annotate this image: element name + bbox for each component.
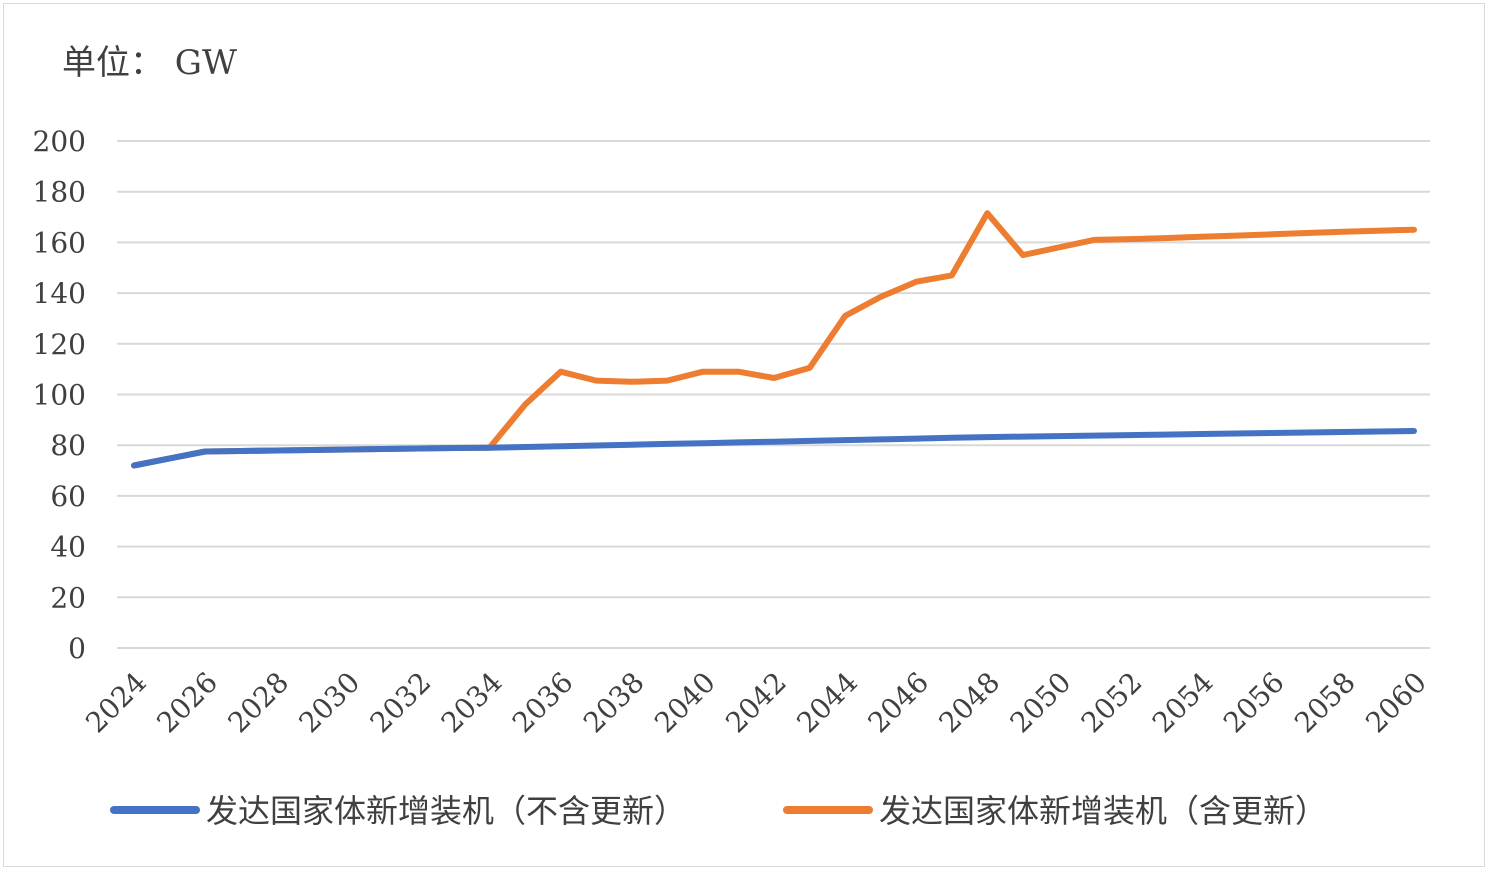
y-tick-label: 100 bbox=[33, 379, 86, 412]
x-axis-ticks: 2024202620282030203220342036203820402042… bbox=[79, 666, 1433, 740]
legend: 发达国家体新增装机（不含更新） 发达国家体新增装机（含更新） bbox=[110, 792, 1327, 830]
x-tick-label: 2046 bbox=[861, 666, 935, 740]
x-tick-label: 2048 bbox=[933, 666, 1007, 740]
y-tick-label: 120 bbox=[33, 328, 86, 361]
x-tick-label: 2056 bbox=[1217, 666, 1291, 740]
y-tick-label: 180 bbox=[33, 176, 86, 209]
gridlines bbox=[117, 140, 1430, 649]
y-tick-label: 60 bbox=[50, 480, 86, 513]
series-line-1 bbox=[131, 210, 1417, 469]
x-tick-label: 2030 bbox=[293, 666, 367, 740]
y-axis-ticks: 0 20 40 60 80 100 120 140 160 180 200 bbox=[33, 125, 86, 665]
x-tick-label: 2042 bbox=[719, 666, 793, 740]
series-line-0 bbox=[131, 428, 1417, 469]
y-tick-label: 20 bbox=[50, 581, 86, 614]
series-lines bbox=[131, 210, 1417, 469]
x-tick-label: 2038 bbox=[577, 666, 651, 740]
y-tick-label: 200 bbox=[33, 125, 86, 158]
x-tick-label: 2026 bbox=[150, 666, 224, 740]
x-tick-label: 2040 bbox=[648, 666, 722, 740]
x-tick-label: 2028 bbox=[221, 666, 295, 740]
y-tick-label: 80 bbox=[50, 429, 86, 462]
x-tick-label: 2058 bbox=[1288, 666, 1362, 740]
y-tick-label: 40 bbox=[50, 531, 86, 564]
x-tick-label: 2060 bbox=[1359, 666, 1433, 740]
y-tick-label: 0 bbox=[68, 632, 86, 665]
x-tick-label: 2044 bbox=[790, 666, 864, 740]
x-tick-label: 2052 bbox=[1075, 666, 1149, 740]
x-tick-label: 2054 bbox=[1146, 666, 1220, 740]
chart-frame: 单位： GW 0 20 40 60 80 100 120 140 160 180 200 2024 2… bbox=[3, 3, 1485, 867]
x-tick-label: 2050 bbox=[1004, 666, 1078, 740]
legend-label-1: 发达国家体新增装机（含更新） bbox=[879, 792, 1327, 830]
y-tick-label: 160 bbox=[33, 226, 86, 259]
x-tick-label: 2032 bbox=[364, 666, 438, 740]
unit-label: 单位： GW bbox=[62, 43, 237, 83]
y-tick-label: 140 bbox=[33, 277, 86, 310]
x-tick-label: 2024 bbox=[79, 666, 153, 740]
x-tick-label: 2036 bbox=[506, 666, 580, 740]
x-tick-label: 2034 bbox=[435, 666, 509, 740]
legend-label-0: 发达国家体新增装机（不含更新） bbox=[206, 792, 686, 830]
